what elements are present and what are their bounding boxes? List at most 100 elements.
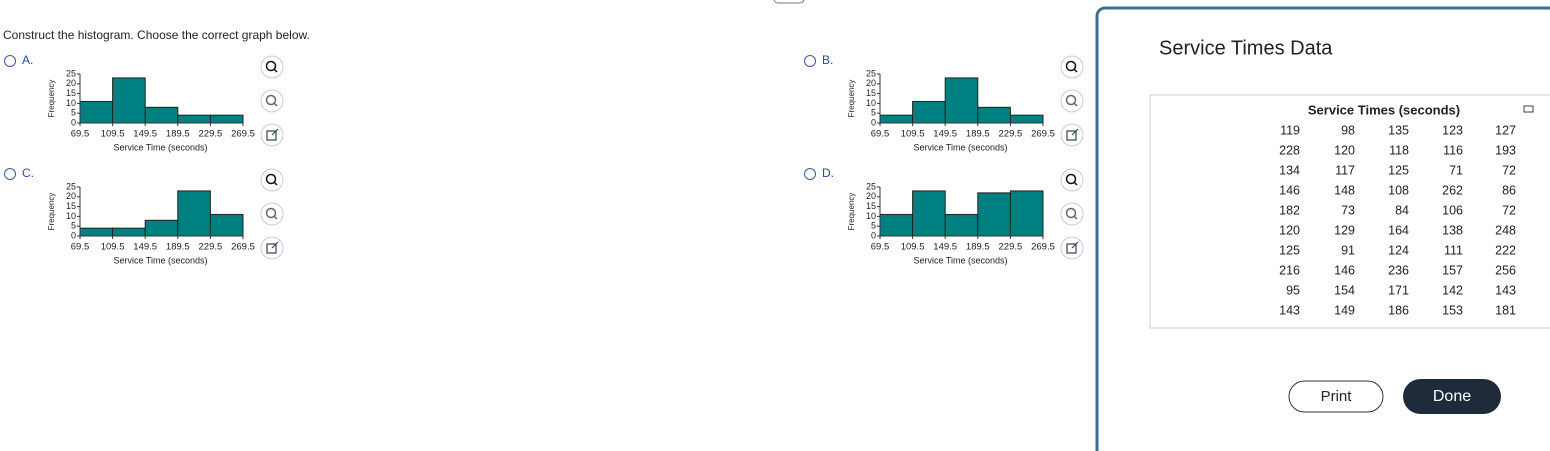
y-tick-label: 25 — [66, 68, 76, 78]
x-tick-label: 229.5 — [199, 242, 223, 253]
x-tick-label: 229.5 — [999, 242, 1023, 253]
bar — [977, 106, 1011, 124]
table-cell: 123 — [1442, 123, 1463, 137]
table-cell: 143 — [1279, 303, 1300, 317]
magnifier-handle — [1073, 215, 1078, 220]
y-tick-label: 5 — [871, 108, 876, 118]
option-label[interactable]: B. — [822, 53, 833, 67]
y-tick-label: 10 — [866, 98, 876, 108]
y-tick-label: 20 — [66, 191, 76, 201]
table-cell: 118 — [1389, 143, 1409, 157]
table-cell: 125 — [1388, 163, 1409, 177]
print-label[interactable]: Print — [1321, 388, 1353, 405]
table-cell: 73 — [1341, 203, 1355, 217]
done-button[interactable] — [1403, 379, 1501, 414]
x-tick-label: 109.5 — [101, 129, 125, 140]
radio-button[interactable] — [804, 168, 816, 180]
x-tick-label: 149.5 — [933, 129, 957, 140]
y-tick-label: 0 — [71, 117, 76, 127]
y-tick-label: 25 — [866, 181, 876, 191]
print-button[interactable] — [1288, 380, 1384, 413]
y-axis-label: Frequency — [47, 193, 56, 231]
copy-icon[interactable] — [1523, 105, 1534, 113]
y-axis-label: Frequency — [47, 80, 56, 118]
bar — [912, 100, 946, 124]
x-tick-label: 149.5 — [133, 129, 157, 140]
bar — [112, 227, 146, 237]
zoom-in-icon[interactable] — [1060, 55, 1084, 79]
y-tick-label: 0 — [871, 230, 876, 240]
magnifier — [265, 60, 277, 72]
zoom-out-icon[interactable] — [260, 202, 284, 226]
table-cell: 135 — [1388, 123, 1409, 137]
y-tick-label: 5 — [71, 108, 76, 118]
option-label[interactable]: A. — [22, 53, 33, 67]
table-cell: 149 — [1334, 303, 1355, 317]
zoom-in-icon[interactable] — [260, 168, 284, 192]
option-label[interactable]: D. — [822, 166, 834, 180]
bar — [209, 213, 244, 237]
x-tick-label: 189.5 — [966, 242, 990, 253]
zoom-out-icon[interactable] — [1060, 89, 1084, 113]
option-label[interactable]: C. — [22, 166, 34, 180]
table-cell: 157 — [1442, 263, 1463, 277]
bar — [912, 190, 946, 237]
y-tick-label: 15 — [66, 88, 76, 98]
radio-button[interactable] — [4, 55, 16, 67]
y-tick-label: 15 — [866, 88, 876, 98]
magnifier — [1065, 94, 1077, 106]
x-tick-label: 69.5 — [871, 129, 890, 140]
magnifier-handle — [1073, 102, 1078, 107]
bar — [879, 114, 914, 124]
popout-arrow — [1071, 128, 1079, 136]
zoom-in-icon[interactable] — [260, 55, 284, 79]
table-cell: 86 — [1502, 183, 1516, 197]
table-cell: 116 — [1443, 143, 1463, 157]
table-cell: 164 — [1388, 223, 1409, 237]
x-tick-label: 149.5 — [933, 242, 957, 253]
table-cell: 181 — [1495, 303, 1516, 317]
table-cell: 72 — [1502, 203, 1516, 217]
magnifier-handle — [273, 102, 278, 107]
x-tick-label: 229.5 — [999, 129, 1023, 140]
table-cell: 148 — [1334, 183, 1355, 197]
magnifier-handle — [1073, 68, 1078, 73]
table-cell: 120 — [1334, 143, 1355, 157]
zoom-in-icon[interactable] — [1060, 168, 1084, 192]
x-tick-label: 109.5 — [901, 242, 925, 253]
table-cell: 124 — [1388, 243, 1409, 257]
x-tick-label: 69.5 — [71, 129, 90, 140]
zoom-out-icon[interactable] — [1060, 202, 1084, 226]
bar — [209, 114, 244, 124]
handle[interactable] — [773, 0, 805, 4]
table-cell: 248 — [1495, 223, 1516, 237]
done-label[interactable]: Done — [1433, 388, 1471, 405]
popout-box — [1066, 130, 1077, 141]
bar — [112, 77, 146, 124]
zoom-out-icon[interactable] — [260, 89, 284, 113]
table-cell: 153 — [1442, 303, 1463, 317]
y-axis-label: Frequency — [847, 193, 856, 231]
bar — [879, 213, 914, 237]
magnifier — [265, 94, 277, 106]
table-cell: 186 — [1388, 303, 1409, 317]
radio-button[interactable] — [4, 168, 16, 180]
bar — [1009, 114, 1044, 124]
magnifier — [1065, 207, 1077, 219]
table-cell: 125 — [1279, 243, 1300, 257]
x-tick-label: 189.5 — [166, 129, 190, 140]
table-cell: 182 — [1279, 203, 1300, 217]
table-cell: 146 — [1279, 183, 1300, 197]
x-tick-label: 149.5 — [133, 242, 157, 253]
y-tick-label: 20 — [866, 78, 876, 88]
table-cell: 95 — [1286, 283, 1300, 297]
x-tick-label: 189.5 — [966, 129, 990, 140]
table-cell: 262 — [1442, 183, 1463, 197]
radio-button[interactable] — [804, 55, 816, 67]
bar — [944, 77, 979, 124]
x-tick-label: 229.5 — [199, 129, 223, 140]
bar — [944, 213, 979, 237]
y-tick-label: 20 — [66, 78, 76, 88]
table-cell: 91 — [1341, 243, 1355, 257]
table-cell: 134 — [1279, 163, 1300, 177]
